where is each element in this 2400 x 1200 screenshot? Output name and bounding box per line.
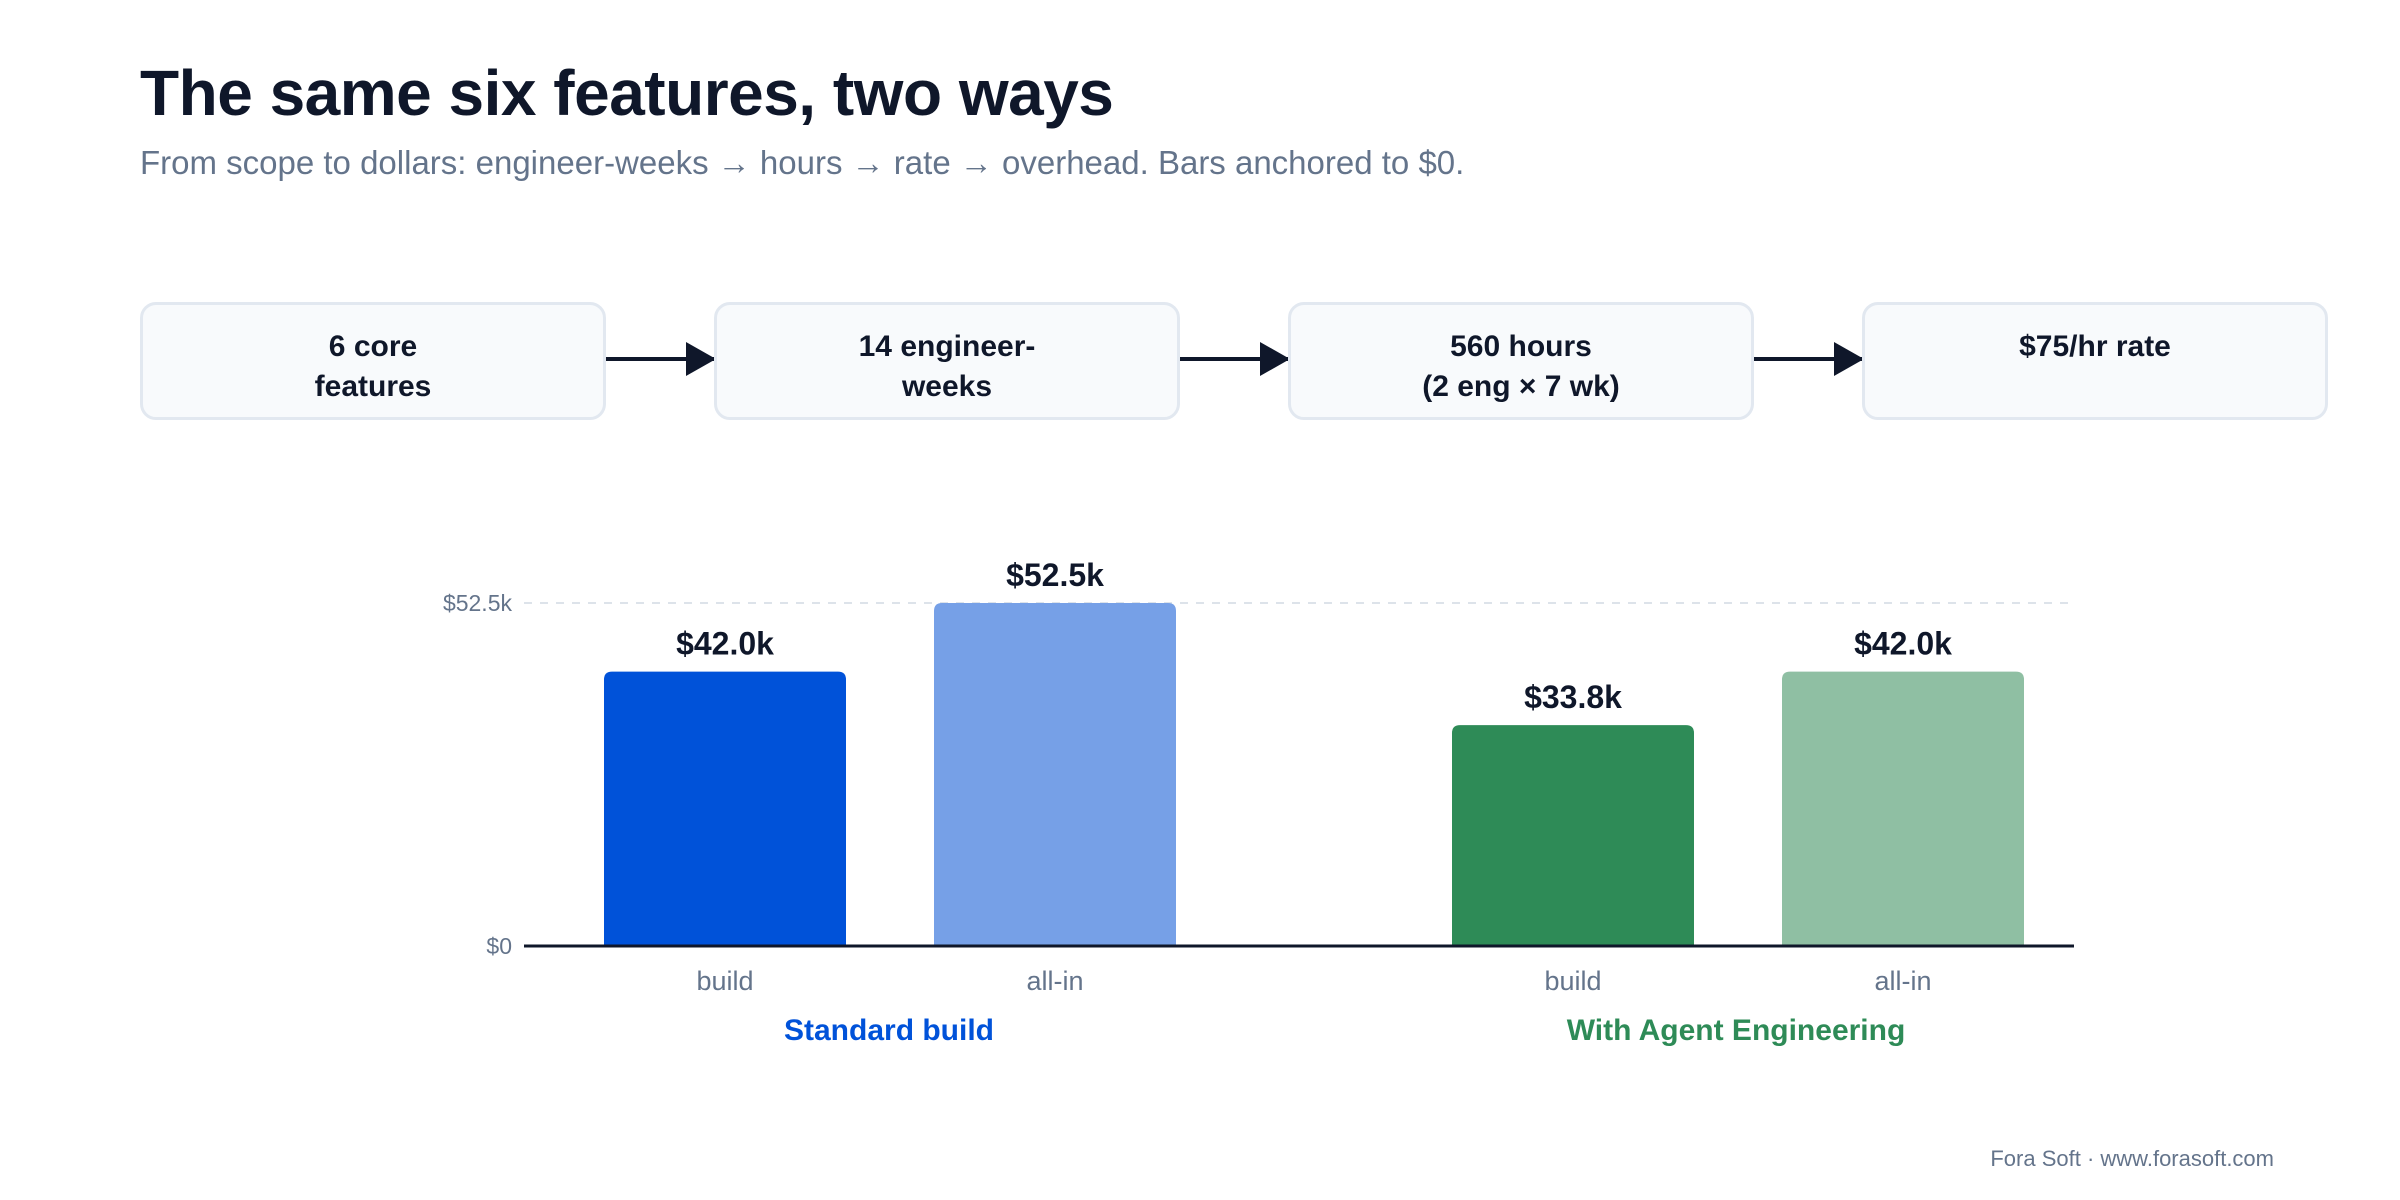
group-label: With Agent Engineering	[1567, 1014, 1906, 1047]
calculation-flow: 6 core features 14 engineer- weeks 560 h…	[140, 302, 2328, 422]
x-tick-label: all-in	[1874, 966, 1931, 996]
x-tick-label: build	[696, 966, 753, 996]
y-tick-label: $0	[486, 933, 512, 959]
flow-arrow-icon	[1754, 342, 1864, 376]
flow-arrow-icon	[606, 342, 716, 376]
flow-arrow-icon	[1180, 342, 1290, 376]
page-subtitle: From scope to dollars: engineer-weeks → …	[140, 144, 1465, 181]
bar-value-label: $42.0k	[1854, 626, 1952, 662]
bar-value-label: $42.0k	[676, 626, 774, 662]
bar-standard-build-build	[604, 671, 846, 946]
group-label: Standard build	[784, 1014, 994, 1047]
bar-value-label: $33.8k	[1524, 679, 1622, 715]
x-tick-label: build	[1544, 966, 1601, 996]
bar-standard-build-all-in	[934, 603, 1176, 946]
flow-step-engineer-weeks: 14 engineer- weeks	[714, 302, 1180, 420]
bar-value-label: $52.5k	[1006, 557, 1104, 593]
flow-step-rate: $75/hr rate	[1862, 302, 2328, 420]
bar-with-agent-engineering-all-in	[1782, 671, 2024, 946]
x-tick-label: all-in	[1026, 966, 1083, 996]
footer-credit: Fora Soft · www.forasoft.com	[1990, 1146, 2274, 1171]
y-tick-label: $52.5k	[443, 590, 513, 616]
page-title: The same six features, two ways	[140, 57, 1114, 129]
flow-step-features: 6 core features	[140, 302, 606, 420]
flow-step-hours: 560 hours (2 eng × 7 wk)	[1288, 302, 1754, 420]
bar-with-agent-engineering-build	[1452, 725, 1694, 946]
